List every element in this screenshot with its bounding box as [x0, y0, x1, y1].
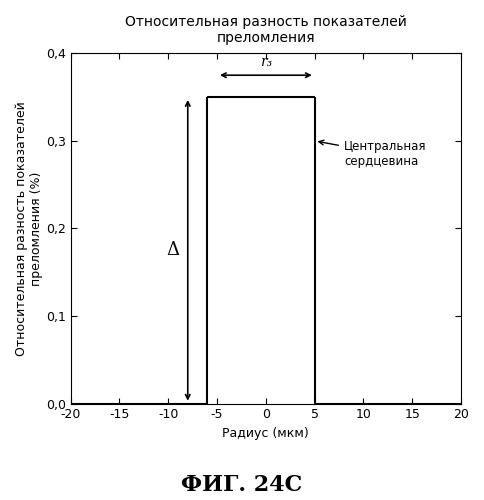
Title: Относительная разность показателей
преломления: Относительная разность показателей прело… [125, 15, 407, 45]
Text: Δ: Δ [166, 242, 180, 260]
Text: ФИГ. 24C: ФИГ. 24C [182, 474, 302, 496]
Y-axis label: Относительная разность показателей
преломления (%): Относительная разность показателей прело… [15, 101, 43, 356]
X-axis label: Радиус (мкм): Радиус (мкм) [223, 427, 309, 440]
Text: Центральная
сердцевина: Центральная сердцевина [319, 140, 426, 168]
Text: r₃: r₃ [260, 55, 272, 69]
